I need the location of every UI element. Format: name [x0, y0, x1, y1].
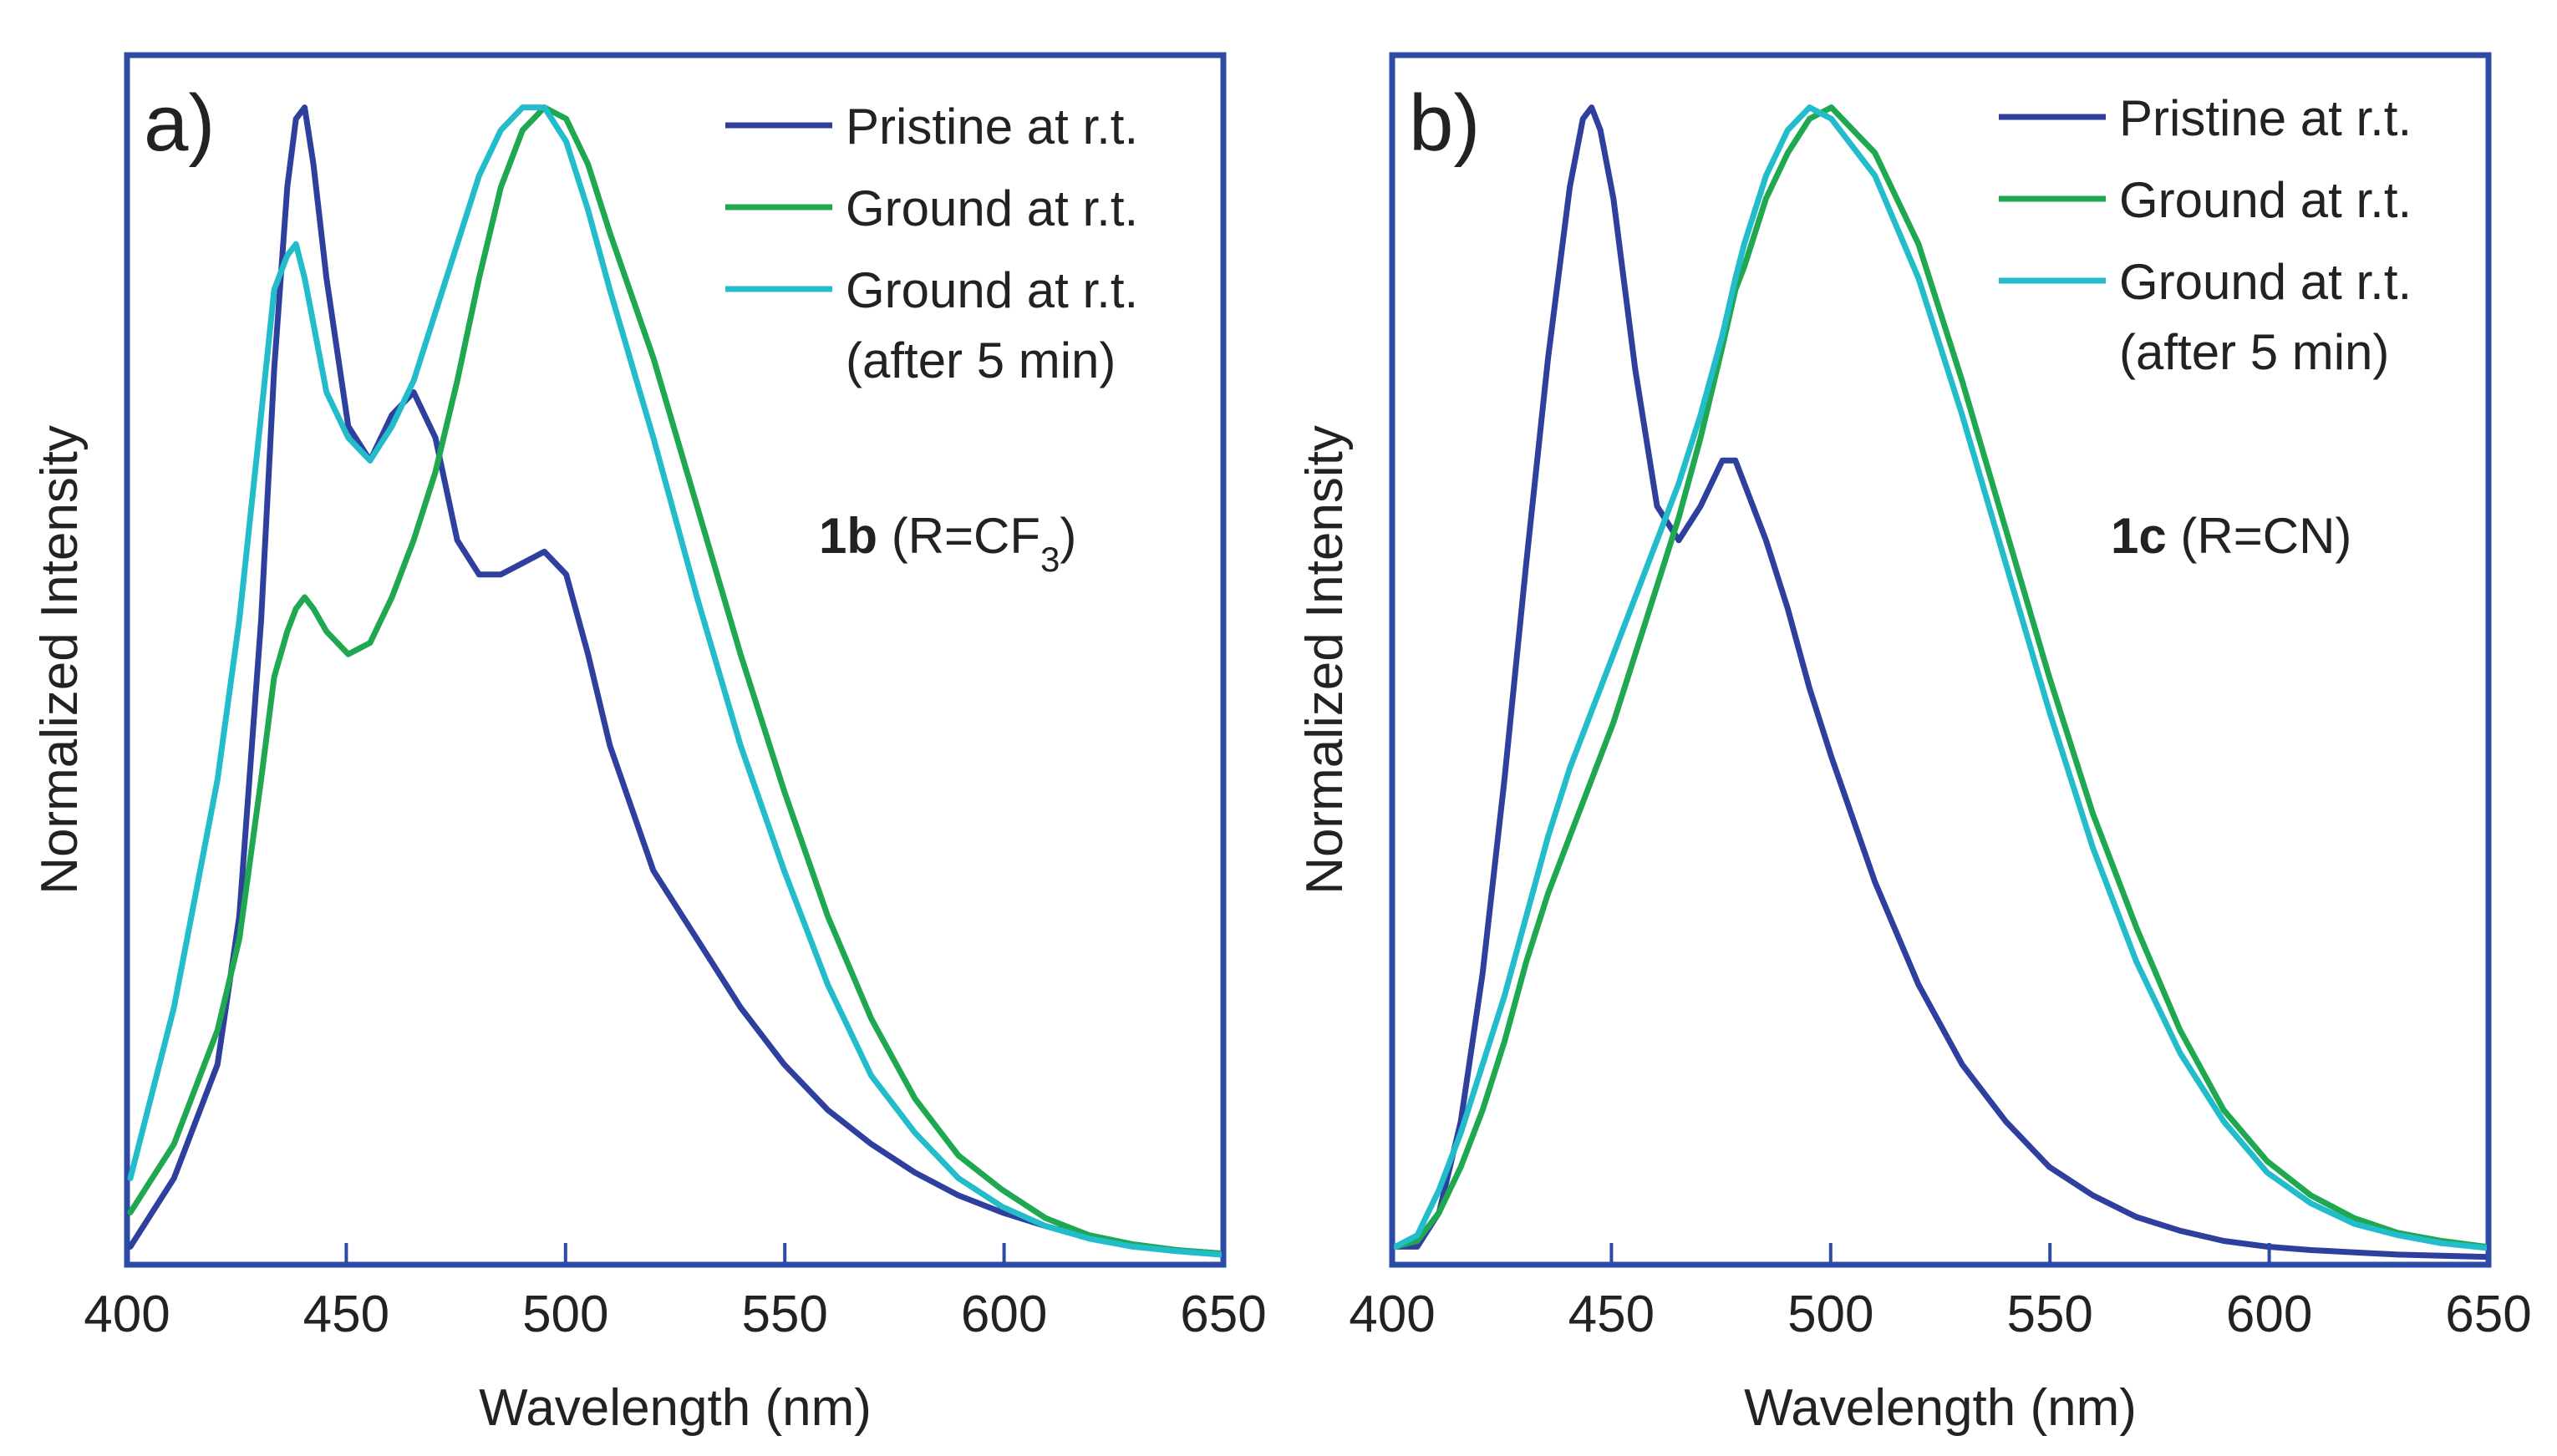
- x-tick-label: 400: [1349, 1286, 1435, 1343]
- x-tick-label: 400: [84, 1286, 170, 1343]
- compound-subscript: 3: [1040, 540, 1060, 579]
- x-tick-label: 600: [961, 1286, 1047, 1343]
- x-tick-label: 550: [2006, 1286, 2092, 1343]
- legend-label-pristine: Pristine at r.t.: [846, 99, 1138, 155]
- compound-close: ): [1060, 508, 1076, 564]
- x-ticks: 400 450 500 550 600 650: [1349, 1243, 2532, 1343]
- compound-formula: (R=CN): [2167, 508, 2352, 564]
- panel-label: b): [1409, 79, 1480, 168]
- x-tick-label: 550: [741, 1286, 827, 1343]
- legend-label-ground-after: Ground at r.t.: [2119, 254, 2412, 310]
- compound-label: 1c (R=CN): [2111, 508, 2351, 564]
- y-axis-label: Normalized Intensity: [1296, 425, 1354, 895]
- legend-label-ground-after: Ground at r.t.: [846, 262, 1138, 318]
- x-tick-label: 450: [1568, 1286, 1655, 1343]
- legend-label-ground-after-note: (after 5 min): [2119, 324, 2389, 380]
- series-group: [1392, 104, 2488, 1261]
- series-ground-after-line: [1392, 104, 2488, 1251]
- legend-label-ground: Ground at r.t.: [2119, 172, 2412, 228]
- panel-b: b) Pristine at r.t. Ground at r.t. Groun…: [1296, 52, 2532, 1437]
- series-pristine-line: [1392, 104, 2488, 1261]
- series-group: [127, 104, 1223, 1258]
- compound-formula: (R=CF: [877, 508, 1040, 564]
- panel-label: a): [144, 79, 215, 168]
- x-axis-label: Wavelength (nm): [1744, 1379, 2137, 1437]
- legend: Pristine at r.t. Ground at r.t. Ground a…: [725, 99, 1138, 388]
- series-ground-line: [127, 104, 1223, 1256]
- x-tick-label: 650: [1180, 1286, 1266, 1343]
- legend-label-ground-after-note: (after 5 min): [846, 332, 1116, 388]
- legend-label-pristine: Pristine at r.t.: [2119, 90, 2412, 146]
- x-ticks: 400 450 500 550 600 650: [84, 1243, 1267, 1343]
- series-ground-after-line: [127, 104, 1223, 1258]
- x-tick-label: 500: [1787, 1286, 1873, 1343]
- x-tick-label: 600: [2226, 1286, 2312, 1343]
- compound-id: 1c: [2111, 508, 2167, 564]
- compound-label: 1b (R=CF3): [819, 508, 1076, 579]
- compound-id: 1b: [819, 508, 877, 564]
- series-pristine-line: [127, 104, 1223, 1256]
- x-tick-label: 500: [522, 1286, 608, 1343]
- legend: Pristine at r.t. Ground at r.t. Ground a…: [1999, 90, 2412, 380]
- legend-label-ground: Ground at r.t.: [846, 180, 1138, 236]
- x-axis-label: Wavelength (nm): [479, 1379, 872, 1437]
- series-ground-line: [1392, 104, 2488, 1250]
- plot-frame: [1389, 52, 2492, 1268]
- panel-a: a) Pristine at r.t. Ground at r.t. Groun…: [31, 52, 1267, 1437]
- y-axis-label: Normalized Intensity: [31, 425, 89, 895]
- x-tick-label: 650: [2445, 1286, 2531, 1343]
- x-tick-label: 450: [303, 1286, 389, 1343]
- plot-frame: [124, 52, 1227, 1268]
